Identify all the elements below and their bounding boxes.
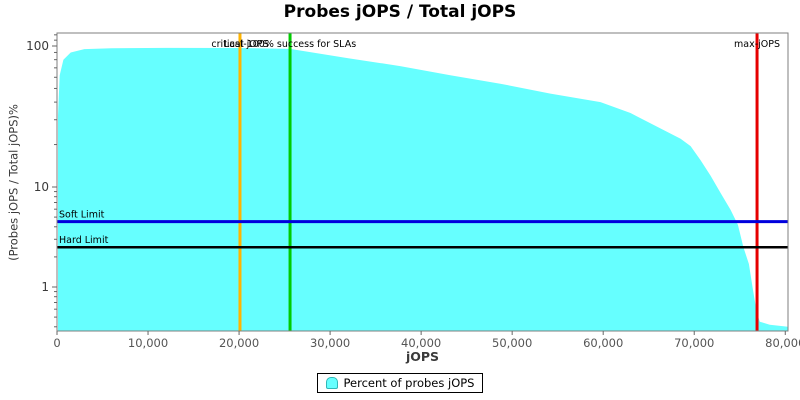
- x-tick-label: 40,000: [401, 336, 441, 350]
- y-tick-label: 1: [41, 280, 49, 294]
- x-tick-label: 20,000: [219, 336, 259, 350]
- x-tick-label: 70,000: [674, 336, 714, 350]
- x-tick-label: 30,000: [310, 336, 350, 350]
- limit-label: Hard Limit: [59, 235, 109, 246]
- x-tick-label: 80,000: [765, 336, 800, 350]
- marker-label: max-jOPS: [734, 39, 780, 50]
- limit-label: Soft Limit: [59, 210, 105, 221]
- legend: Percent of probes jOPS: [0, 373, 800, 393]
- legend-label: Percent of probes jOPS: [343, 376, 475, 390]
- legend-box: Percent of probes jOPS: [316, 373, 484, 393]
- x-tick-label: 50,000: [492, 336, 532, 350]
- y-tick-label: 10: [34, 180, 49, 194]
- x-tick-label: 60,000: [583, 336, 623, 350]
- chart-title: Probes jOPS / Total jOPS: [283, 2, 517, 22]
- marker-label: Last 100% success for SLAs: [224, 39, 356, 50]
- x-axis-title: jOPS: [405, 349, 440, 364]
- x-tick-label: 0: [53, 336, 60, 350]
- legend-swatch-icon: [325, 377, 338, 389]
- marker-label: critical-jOPS: [211, 39, 268, 50]
- plot-border: [56, 32, 789, 332]
- area-series: [58, 47, 788, 331]
- y-tick-label: 100: [26, 39, 49, 53]
- x-tick-label: 10,000: [128, 336, 168, 350]
